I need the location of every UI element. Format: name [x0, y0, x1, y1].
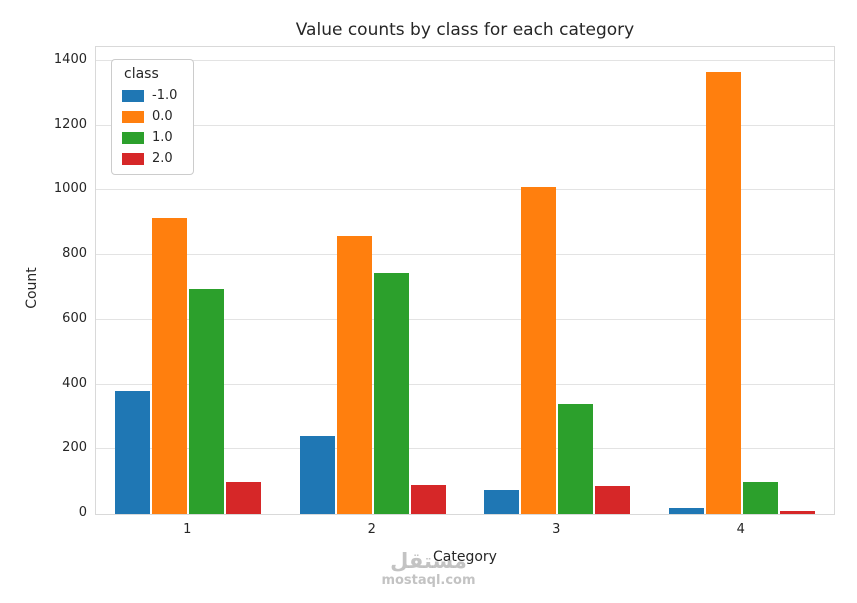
y-tick-label: 1000: [53, 181, 87, 197]
y-axis-ticks: 0 200 400 600 800 1000 1200 1400: [0, 46, 87, 520]
gridline: [96, 59, 834, 61]
gridline: [96, 254, 834, 256]
bar: [521, 187, 557, 514]
bar: [115, 391, 151, 514]
legend-entry: 1.0: [122, 130, 177, 145]
x-axis-label: Category: [433, 549, 497, 565]
y-tick-label: 200: [62, 440, 87, 456]
bar: [189, 289, 225, 514]
bar: [779, 510, 815, 514]
legend-label: -1.0: [152, 88, 178, 103]
bar: [558, 403, 594, 514]
bar: [742, 481, 778, 514]
bar: [152, 217, 188, 514]
legend-title: class: [124, 66, 159, 82]
bar: [668, 507, 704, 514]
y-tick-label: 1400: [53, 51, 87, 67]
bar: [336, 235, 372, 514]
y-tick-label: 0: [78, 505, 87, 520]
gridline: [96, 383, 834, 385]
plot-area: class -1.0 0.0 1.0 2.0: [95, 46, 835, 515]
x-tick-label: 1: [183, 522, 192, 537]
gridline: [96, 189, 834, 191]
legend-swatch: [122, 152, 144, 165]
bar: [410, 484, 446, 514]
y-tick-label: 1200: [53, 116, 87, 132]
y-tick-label: 400: [62, 375, 87, 391]
legend-swatch: [122, 89, 144, 102]
legend-label: 0.0: [152, 109, 173, 124]
x-tick-label: 4: [736, 522, 745, 537]
x-axis-ticks: 1 2 3 4: [95, 522, 835, 542]
x-tick-label: 2: [367, 522, 376, 537]
bar: [226, 481, 262, 514]
bar: [595, 485, 631, 514]
bar: [705, 72, 741, 514]
watermark-url: mostaql.com: [381, 573, 476, 589]
y-tick-label: 800: [62, 246, 87, 262]
x-tick-label: 3: [552, 522, 561, 537]
gridline: [96, 448, 834, 450]
legend-entry: 2.0: [122, 151, 177, 166]
legend-label: 1.0: [152, 130, 173, 145]
y-tick-label: 600: [62, 310, 87, 326]
legend-entry: -1.0: [122, 88, 177, 103]
bar: [299, 436, 335, 514]
gridline: [96, 318, 834, 320]
gridline: [96, 124, 834, 126]
chart-title: Value counts by class for each category: [295, 20, 635, 40]
legend-swatch: [122, 110, 144, 123]
legend-label: 2.0: [152, 151, 173, 166]
legend-entry: 0.0: [122, 109, 177, 124]
bar: [484, 489, 520, 514]
legend-swatch: [122, 131, 144, 144]
legend: class -1.0 0.0 1.0 2.0: [111, 59, 195, 175]
bar: [373, 272, 409, 514]
